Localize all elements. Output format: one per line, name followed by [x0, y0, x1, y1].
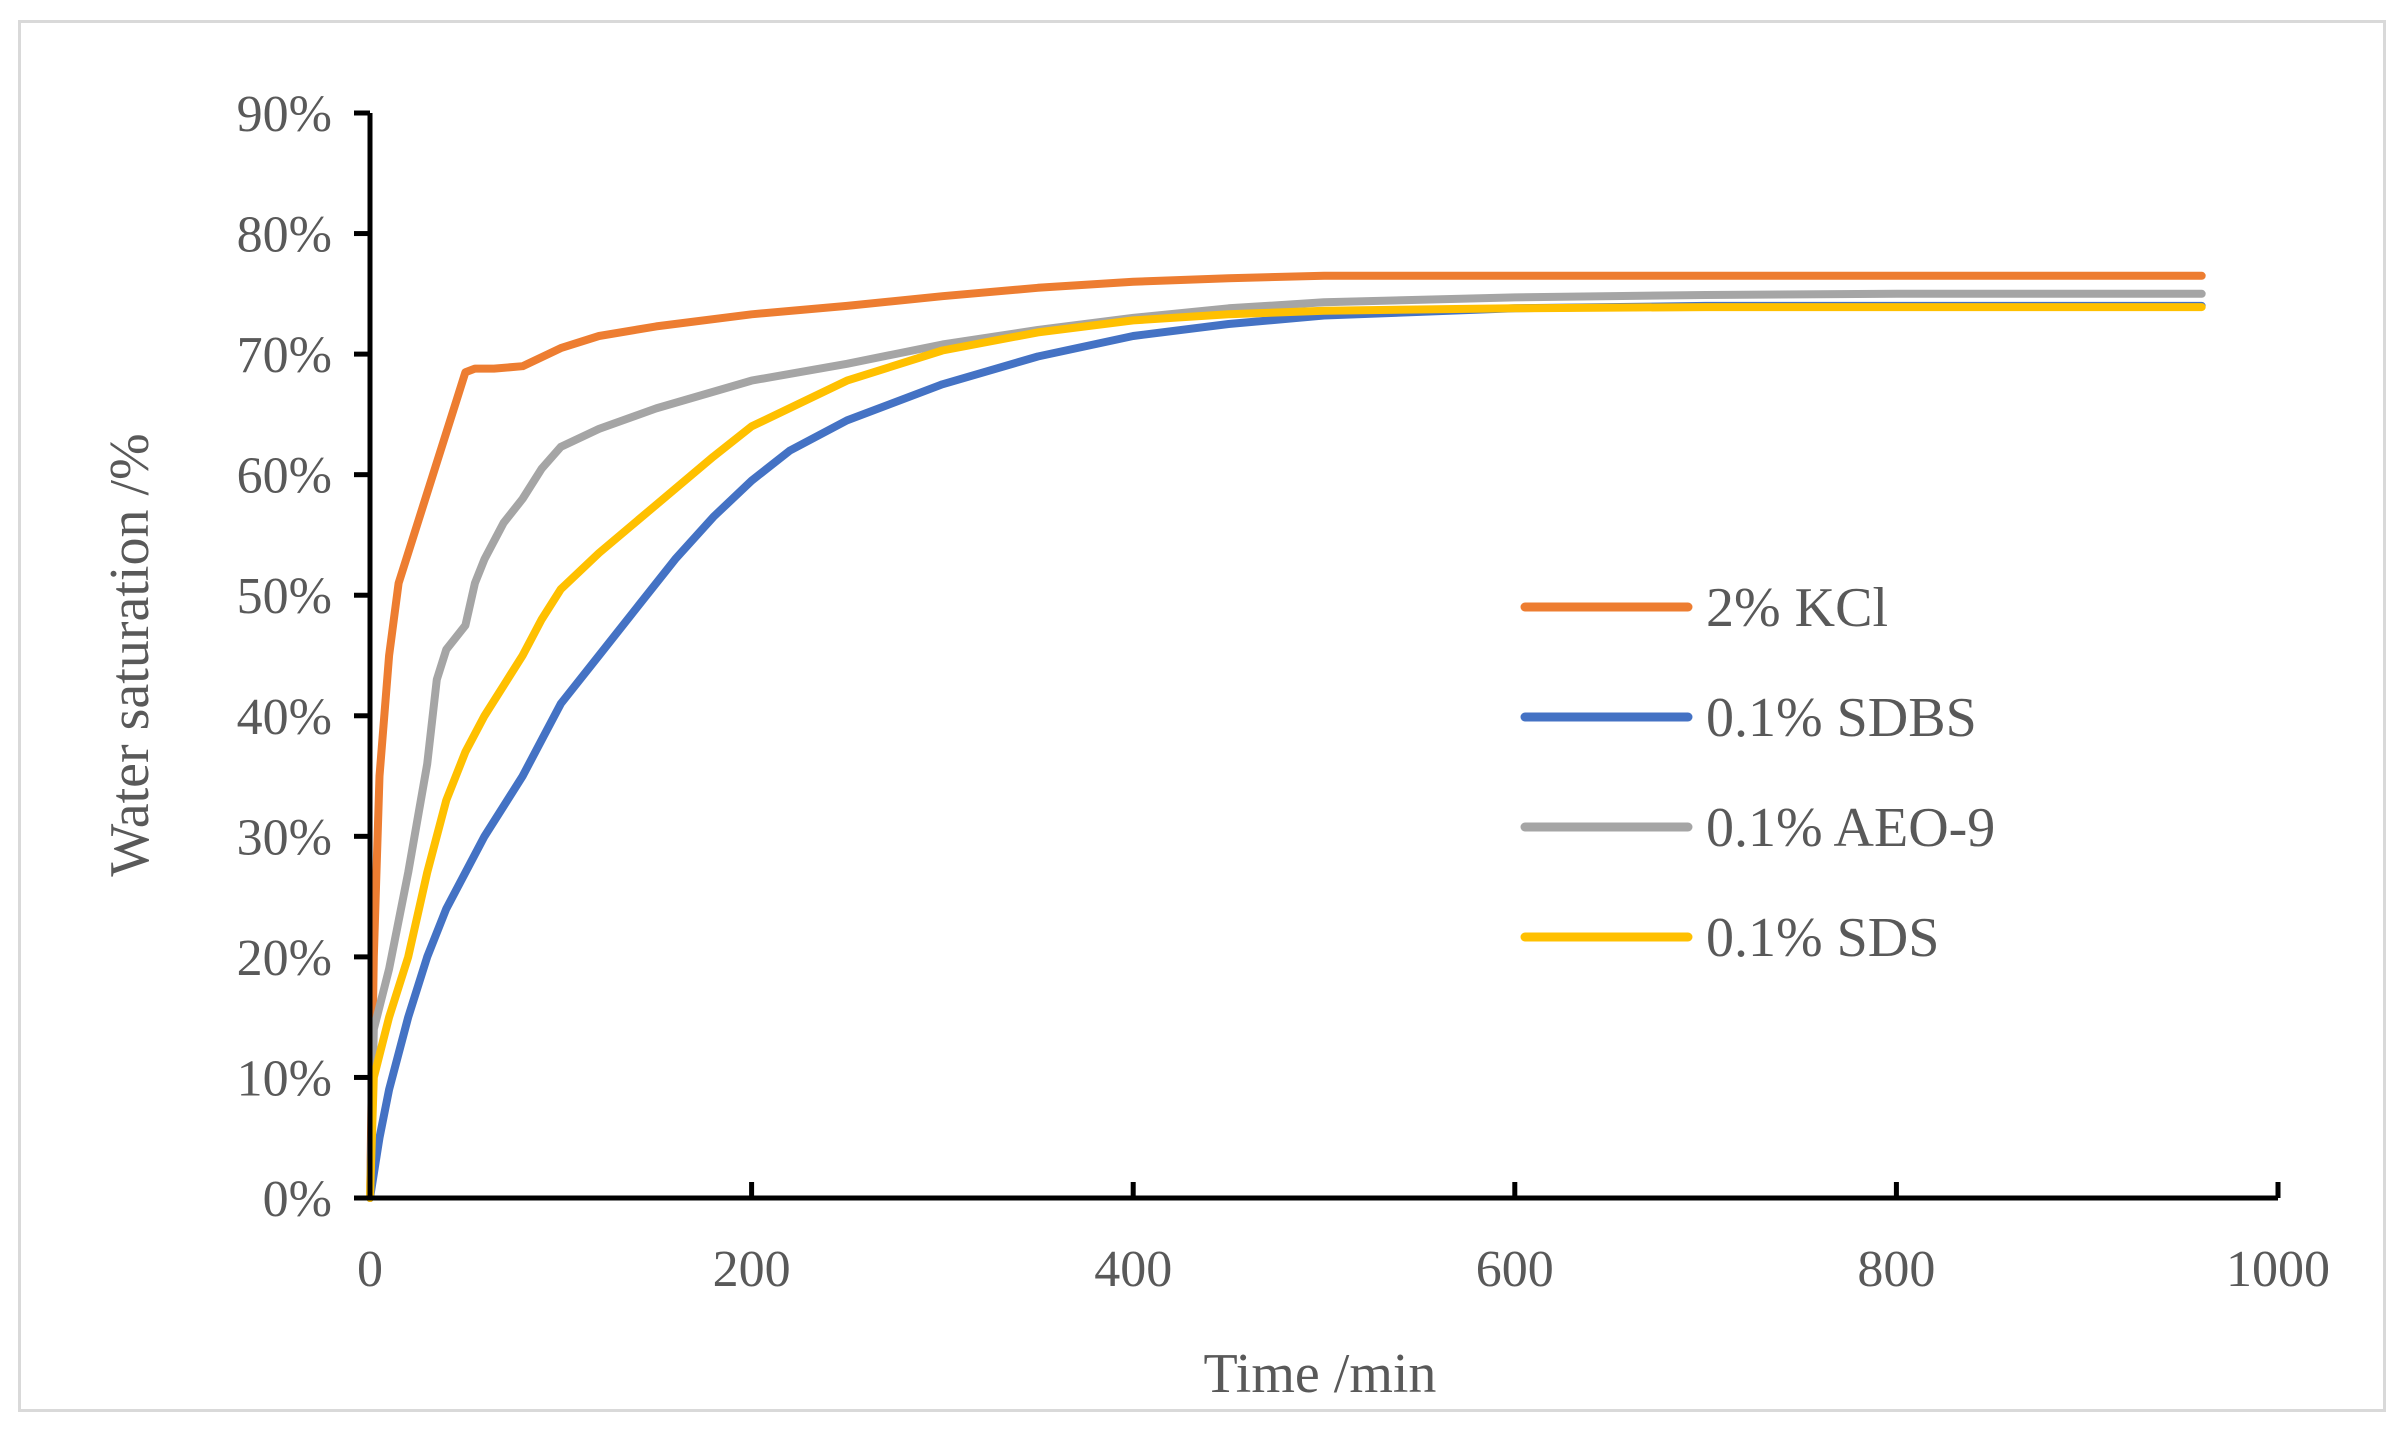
x-tick-label: 200	[713, 1241, 791, 1298]
y-tick-label: 60%	[237, 448, 332, 505]
x-tick-label: 600	[1476, 1241, 1554, 1298]
y-tick-label: 90%	[237, 86, 332, 143]
series-line-0-1-aeo-9	[366, 289, 2206, 1202]
y-tick-label: 0%	[263, 1171, 332, 1228]
legend-label-2-kcl: 2% KCl	[1706, 577, 1888, 639]
legend-label-0-1-aeo-9: 0.1% AEO-9	[1706, 797, 1995, 859]
y-tick-label: 70%	[237, 327, 332, 384]
y-tick-label: 20%	[237, 930, 332, 987]
x-tick-label: 800	[1857, 1241, 1935, 1298]
y-tick-label: 80%	[237, 207, 332, 264]
x-tick-label: 0	[357, 1241, 383, 1298]
series-line-2-kcl	[366, 271, 2206, 1202]
y-tick-label: 30%	[237, 809, 332, 866]
x-axis-title: Time /min	[1204, 1343, 1437, 1405]
series-line-0-1-sdbs	[366, 301, 2206, 1202]
series-line-0-1-sds	[366, 303, 2206, 1202]
chart-frame	[18, 20, 2386, 1412]
series-layer	[366, 271, 2206, 1202]
ticks-layer: 0% 10% 20% 30% 40% 50% 60% 70% 80% 90% 0 200 400 600 8…	[237, 86, 2330, 1298]
legend: 2% KCl 0.1% SDBS 0.1% AEO-9 0.1% SDS	[1520, 577, 1995, 969]
y-tick-label: 50%	[237, 568, 332, 625]
y-axis-title: Water saturation /%	[99, 433, 161, 876]
legend-label-0-1-sds: 0.1% SDS	[1706, 907, 1939, 969]
axes-layer	[367, 113, 2278, 1201]
legend-label-0-1-sdbs: 0.1% SDBS	[1706, 687, 1977, 749]
y-tick-label: 10%	[237, 1050, 332, 1107]
x-tick-label: 1000	[2226, 1241, 2330, 1298]
x-tick-label: 400	[1094, 1241, 1172, 1298]
y-tick-label: 40%	[237, 689, 332, 746]
